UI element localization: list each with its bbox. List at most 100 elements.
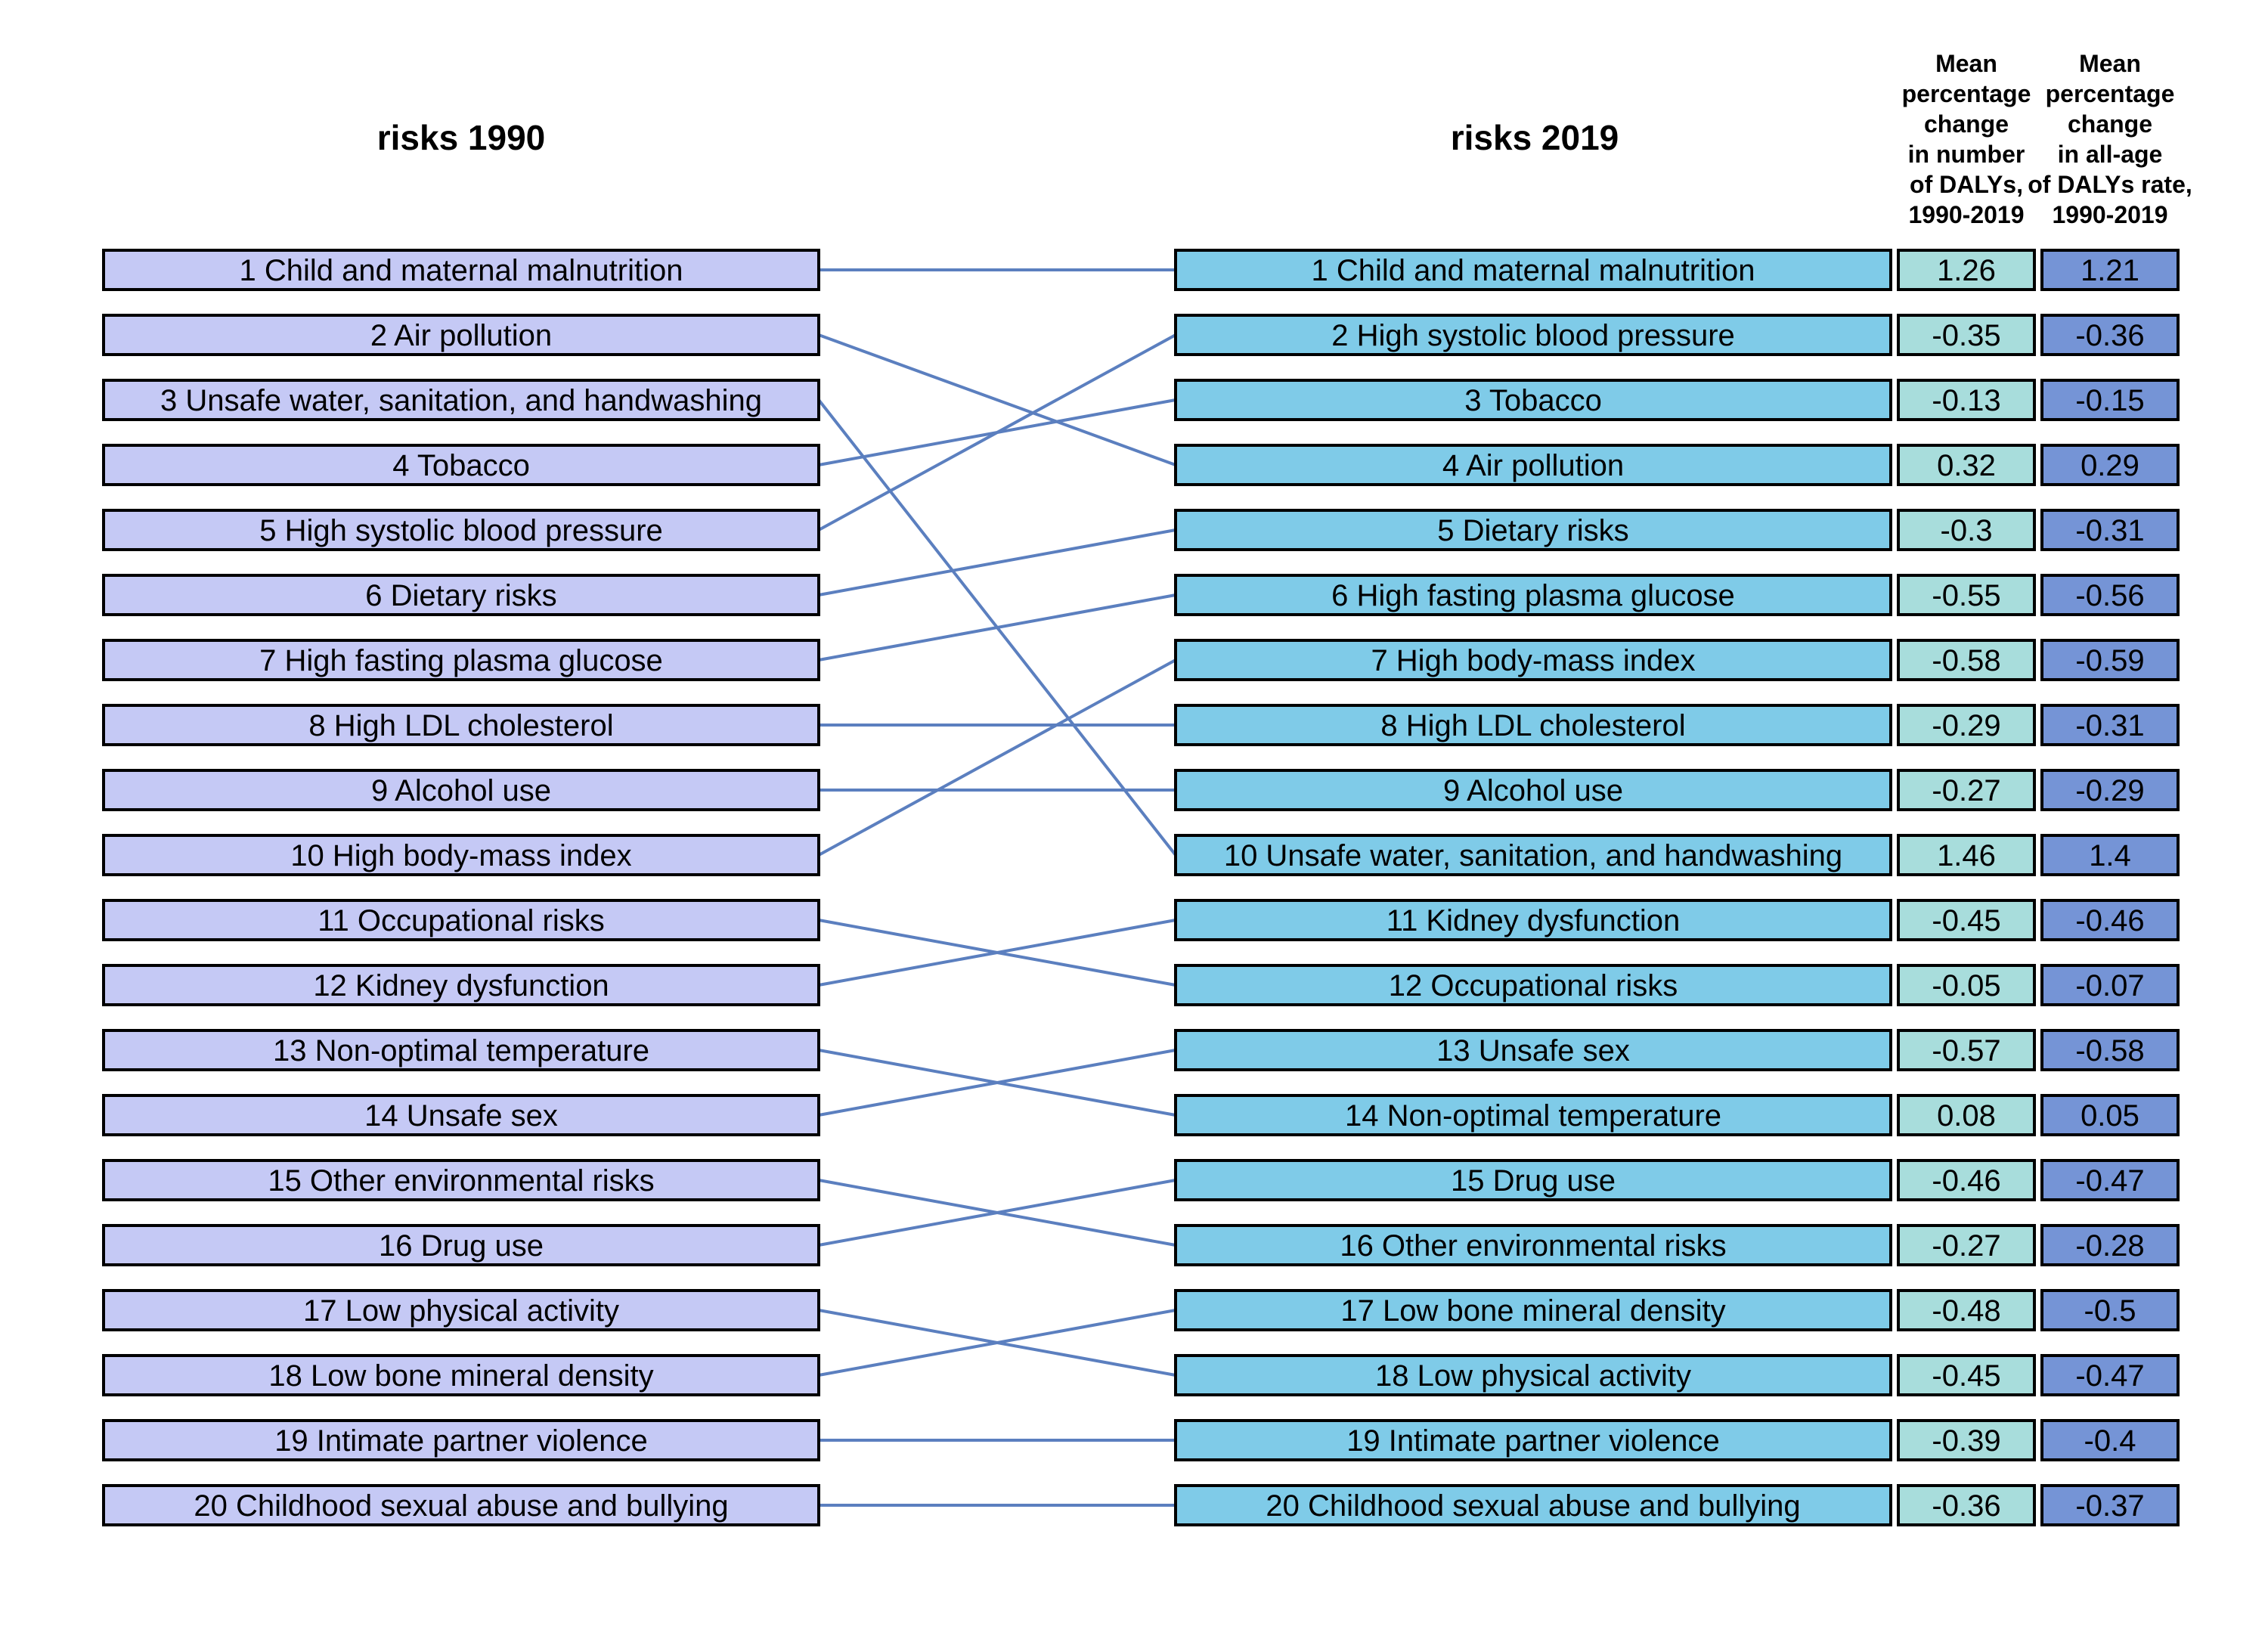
change-rate-7: -0.59	[2040, 639, 2180, 681]
change-number-20: -0.36	[1897, 1484, 2036, 1526]
change-number-5-label: -0.3	[1941, 514, 1993, 547]
risk-1990-10-box	[102, 834, 820, 876]
risk-2019-5: 5 Dietary risks	[1174, 509, 1892, 551]
change-number-3-box	[1897, 379, 2036, 421]
change-rate-17-label: -0.5	[2084, 1294, 2136, 1328]
risk-2019-7-label: 7 High body-mass index	[1371, 644, 1695, 677]
risk-2019-7-box	[1174, 639, 1892, 681]
change-number-2-box	[1897, 314, 2036, 356]
header-line: in all-age	[2058, 141, 2163, 168]
change-rate-11-label: -0.46	[2075, 904, 2144, 937]
change-rate-1: 1.21	[2040, 249, 2180, 291]
risk-2019-16-box	[1174, 1224, 1892, 1266]
header-line: Mean	[2079, 50, 2141, 77]
risk-2019-12-label: 12 Occupational risks	[1389, 969, 1678, 1002]
change-rate-10-label: 1.4	[2089, 839, 2131, 872]
risk-2019-12: 12 Occupational risks	[1174, 964, 1892, 1006]
change-rate-2-label: -0.36	[2075, 319, 2144, 352]
change-number-17-label: -0.48	[1932, 1294, 2000, 1328]
risk-1990-3-label: 3 Unsafe water, sanitation, and handwash…	[160, 384, 762, 417]
change-rate-15: -0.47	[2040, 1159, 2180, 1201]
change-rate-17: -0.5	[2040, 1289, 2180, 1331]
risk-2019-2-label: 2 High systolic blood pressure	[1331, 319, 1735, 352]
change-number-14-label: 0.08	[1937, 1099, 1996, 1133]
change-rate-20: -0.37	[2040, 1484, 2180, 1526]
risk-1990-16-label: 16 Drug use	[379, 1229, 544, 1263]
change-number-5: -0.3	[1897, 509, 2036, 551]
change-number-10-label: 1.46	[1937, 839, 1996, 872]
risk-1990-2-box	[102, 314, 820, 356]
change-number-8: -0.29	[1897, 704, 2036, 746]
risk-2019-15: 15 Drug use	[1174, 1159, 1892, 1201]
change-rate-7-box	[2040, 639, 2180, 681]
change-rate-9: -0.29	[2040, 769, 2180, 811]
risk-1990-12-box	[102, 964, 820, 1006]
change-number-5-box	[1897, 509, 2036, 551]
change-number-20-label: -0.36	[1932, 1489, 2000, 1523]
risk-1990-18-box	[102, 1354, 820, 1396]
change-rate-12-label: -0.07	[2075, 969, 2144, 1002]
change-number-column: 1.26 -0.35 -0.13 0.32 -0.3 -0.55 -0.58 -0.29 -0.…	[1897, 249, 2036, 1526]
change-number-10: 1.46	[1897, 834, 2036, 876]
risk-2019-8-box	[1174, 704, 1892, 746]
risk-1990-2-label: 2 Air pollution	[370, 319, 552, 352]
change-number-13-box	[1897, 1029, 2036, 1071]
risk-1990-11-box	[102, 899, 820, 941]
change-rate-6: -0.56	[2040, 574, 2180, 616]
risk-1990-13: 13 Non-optimal temperature	[102, 1029, 820, 1071]
risk-1990-10: 10 High body-mass index	[102, 834, 820, 876]
change-number-12-box	[1897, 964, 2036, 1006]
risk-1990-7-box	[102, 639, 820, 681]
risk-1990-13-label: 13 Non-optimal temperature	[273, 1034, 649, 1067]
change-number-16: -0.27	[1897, 1224, 2036, 1266]
risk-1990-15-label: 15 Other environmental risks	[268, 1164, 654, 1198]
risk-1990-10-label: 10 High body-mass index	[290, 839, 631, 872]
change-number-9-label: -0.27	[1932, 774, 2000, 807]
risk-2019-12-box	[1174, 964, 1892, 1006]
risk-2019-6-box	[1174, 574, 1892, 616]
change-number-12-label: -0.05	[1932, 969, 2000, 1002]
risks-2019-column: 1 Child and maternal malnutrition 2 High …	[1174, 249, 1892, 1526]
risk-1990-8: 8 High LDL cholesterol	[102, 704, 820, 746]
risk-1990-4-label: 4 Tobacco	[392, 449, 530, 482]
risk-2019-4: 4 Air pollution	[1174, 444, 1892, 486]
risk-2019-16: 16 Other environmental risks	[1174, 1224, 1892, 1266]
risk-1990-17: 17 Low physical activity	[102, 1289, 820, 1331]
risk-2019-5-label: 5 Dietary risks	[1437, 514, 1628, 547]
risk-2019-8-label: 8 High LDL cholesterol	[1380, 709, 1685, 742]
risk-1990-4: 4 Tobacco	[102, 444, 820, 486]
change-number-18-box	[1897, 1354, 2036, 1396]
change-number-17-box	[1897, 1289, 2036, 1331]
change-rate-20-box	[2040, 1484, 2180, 1526]
change-number-12: -0.05	[1897, 964, 2036, 1006]
change-number-1-box	[1897, 249, 2036, 291]
connector-10-to-7	[818, 658, 1176, 857]
risk-1990-15-box	[102, 1159, 820, 1201]
risk-1990-20-label: 20 Childhood sexual abuse and bullying	[194, 1489, 728, 1523]
change-number-15-label: -0.46	[1932, 1164, 2000, 1198]
risk-2019-5-box	[1174, 509, 1892, 551]
change-number-4-box	[1897, 444, 2036, 486]
change-number-11: -0.45	[1897, 899, 2036, 941]
change-rate-17-box	[2040, 1289, 2180, 1331]
connector-6-to-5	[818, 528, 1176, 596]
change-number-14-box	[1897, 1094, 2036, 1136]
change-rate-7-label: -0.59	[2075, 644, 2144, 677]
risk-1990-9: 9 Alcohol use	[102, 769, 820, 811]
risk-2019-13-box	[1174, 1029, 1892, 1071]
change-rate-11-box	[2040, 899, 2180, 941]
risk-1990-12-label: 12 Kidney dysfunction	[313, 969, 609, 1002]
risk-2019-4-label: 4 Air pollution	[1442, 449, 1624, 482]
risk-2019-13: 13 Unsafe sex	[1174, 1029, 1892, 1071]
change-rate-16-label: -0.28	[2075, 1229, 2144, 1263]
risk-2019-3-box	[1174, 379, 1892, 421]
change-rate-14-label: 0.05	[2081, 1099, 2139, 1133]
change-number-18-label: -0.45	[1932, 1359, 2000, 1393]
risk-1990-8-box	[102, 704, 820, 746]
risk-1990-19: 19 Intimate partner violence	[102, 1419, 820, 1461]
change-rate-3: -0.15	[2040, 379, 2180, 421]
risk-1990-7-label: 7 High fasting plasma glucose	[259, 644, 663, 677]
change-number-18: -0.45	[1897, 1354, 2036, 1396]
connector-5-to-2	[818, 333, 1176, 531]
risk-1990-6-label: 6 Dietary risks	[365, 579, 556, 612]
